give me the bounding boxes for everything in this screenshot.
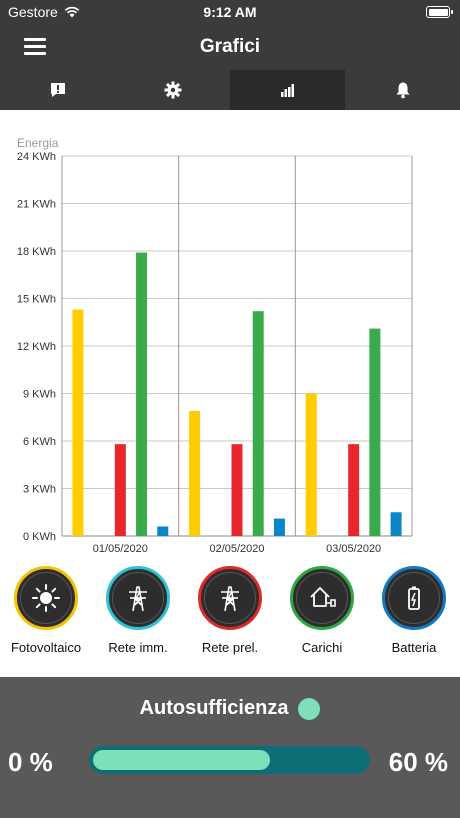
legend-ring <box>382 566 446 630</box>
bell-icon <box>396 82 409 99</box>
legend-label: Rete prel. <box>201 640 259 655</box>
y-tick-label: 3 KWh <box>23 484 56 496</box>
x-tick-label: 01/05/2020 <box>93 543 148 555</box>
clock: 9:12 AM <box>203 4 257 20</box>
page-title: Grafici <box>199 36 261 57</box>
bar-chart-icon <box>280 84 294 97</box>
bar-fotovoltaico <box>72 309 84 536</box>
tab-charts[interactable] <box>230 70 345 110</box>
y-axis-label: Energia <box>17 136 59 150</box>
bar-fotovoltaico <box>305 393 317 536</box>
legend-ring <box>198 566 262 630</box>
x-tick-label: 03/05/2020 <box>326 543 381 555</box>
app-header: Grafici <box>0 24 460 70</box>
battery-status-icon <box>426 6 453 18</box>
y-tick-label: 24 KWh <box>17 151 56 163</box>
status-dot <box>298 697 321 720</box>
progress-fill <box>93 750 270 770</box>
bar-carichi <box>136 252 148 537</box>
bar-carichi <box>252 311 264 536</box>
carrier-name: Gestore <box>8 4 58 20</box>
house-plug-icon <box>310 587 336 607</box>
y-tick-label: 15 KWh <box>17 294 56 306</box>
bar-batteria <box>273 518 285 536</box>
self-sufficiency-progress <box>89 746 370 774</box>
self-sufficiency-header: Autosufficienza <box>0 697 460 720</box>
progress-min-label: 0 % <box>8 747 53 777</box>
tab-alerts[interactable] <box>0 70 115 110</box>
y-tick-label: 0 KWh <box>23 531 56 543</box>
y-tick-label: 21 KWh <box>17 199 56 211</box>
energy-chart-svg: 0 KWh 3 KWh 6 KWh 9 KWh 12 KWh 15 KWh 18 KWh 21… <box>17 136 413 555</box>
energy-chart: 0 KWh 3 KWh 6 KWh 9 KWh 12 KWh 15 KWh 18 KWh 21… <box>0 110 460 565</box>
tab-settings[interactable] <box>115 70 230 110</box>
hamburger-menu-button[interactable] <box>24 38 46 56</box>
y-tick-label: 12 KWh <box>17 341 56 353</box>
carrier-info: Gestore <box>8 4 80 20</box>
sun-icon <box>32 584 60 612</box>
battery-icon <box>408 586 420 610</box>
y-tick-label: 18 KWh <box>17 246 56 258</box>
legend-rete-imm[interactable]: Rete imm. <box>92 566 184 655</box>
x-tick-label: 02/05/2020 <box>209 543 264 555</box>
tab-bar <box>0 70 460 110</box>
bar-rete-prel <box>114 444 126 536</box>
y-tick-label: 9 KWh <box>23 389 56 401</box>
legend-rete-prel[interactable]: Rete prel. <box>184 566 276 655</box>
legend-label: Rete imm. <box>108 640 168 655</box>
wifi-icon <box>64 6 80 18</box>
legend-batteria[interactable]: Batteria <box>368 566 460 655</box>
self-sufficiency-panel: Autosufficienza 0 % 60 % <box>0 677 460 818</box>
y-tick-label: 6 KWh <box>23 436 56 448</box>
legend-ring <box>14 566 78 630</box>
bar-batteria <box>390 512 402 536</box>
bar-carichi <box>369 328 381 536</box>
gear-icon <box>164 81 181 99</box>
legend-label: Fotovoltaico <box>10 640 82 655</box>
tab-notifications[interactable] <box>345 70 460 110</box>
progress-max-label: 60 % <box>388 747 448 777</box>
bar-rete-prel <box>348 444 360 536</box>
status-bar: Gestore 9:12 AM <box>0 0 460 24</box>
alert-icon <box>50 83 65 97</box>
legend-label: Batteria <box>391 640 437 655</box>
legend-ring <box>106 566 170 630</box>
bar-rete-prel <box>231 444 243 536</box>
legend-label: Carichi <box>301 640 343 655</box>
legend-carichi[interactable]: Carichi <box>276 566 368 655</box>
bar-batteria <box>157 526 169 536</box>
chart-legend: Fotovoltaico Rete imm. <box>0 566 460 666</box>
power-tower-icon <box>221 586 239 612</box>
legend-fotovoltaico[interactable]: Fotovoltaico <box>0 566 92 655</box>
bar-fotovoltaico <box>189 410 201 536</box>
legend-ring <box>290 566 354 630</box>
self-sufficiency-title: Autosufficienza <box>139 697 289 719</box>
power-tower-icon <box>129 586 147 612</box>
